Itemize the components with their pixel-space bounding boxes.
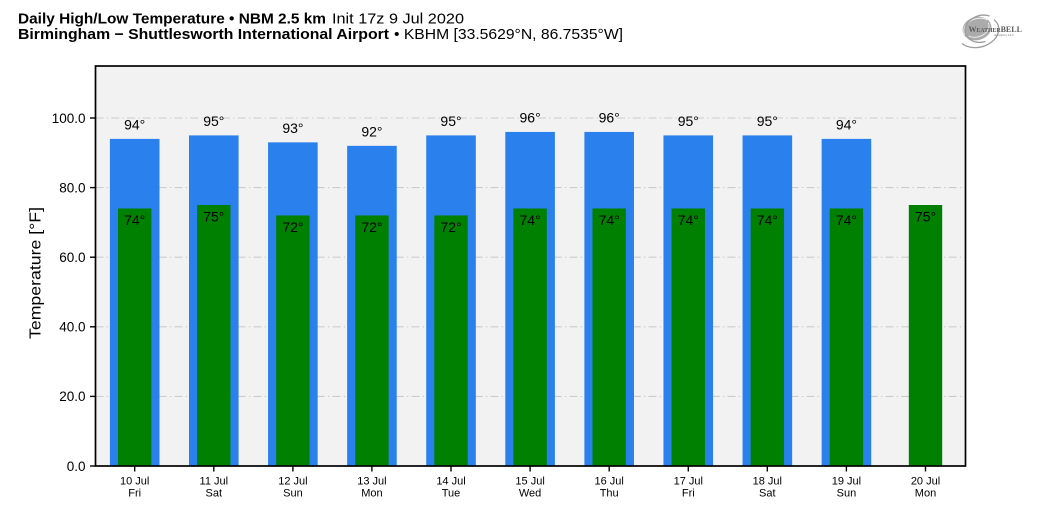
- svg-text:15 Jul: 15 Jul: [515, 476, 544, 488]
- svg-text:74°: 74°: [836, 212, 857, 228]
- svg-text:96°: 96°: [520, 109, 541, 125]
- svg-text:18 Jul: 18 Jul: [753, 476, 782, 488]
- svg-text:Fri: Fri: [682, 487, 695, 499]
- svg-text:74°: 74°: [124, 212, 145, 228]
- svg-text:74°: 74°: [757, 212, 778, 228]
- svg-text:Sun: Sun: [837, 487, 857, 499]
- svg-text:WEATHERBELL: WEATHERBELL: [969, 25, 1022, 34]
- svg-text:14 Jul: 14 Jul: [436, 476, 465, 488]
- svg-text:11 Jul: 11 Jul: [200, 476, 229, 488]
- svg-text:Init 17z 9 Jul 2020: Init 17z 9 Jul 2020: [332, 11, 464, 28]
- svg-text:Sun: Sun: [283, 487, 303, 499]
- svg-text:Tue: Tue: [442, 487, 461, 499]
- svg-text:72°: 72°: [440, 219, 461, 235]
- svg-text:75°: 75°: [915, 208, 936, 224]
- svg-text:20 Jul: 20 Jul: [911, 476, 940, 488]
- svg-text:Fri: Fri: [128, 487, 141, 499]
- svg-text:96°: 96°: [599, 109, 620, 125]
- svg-text:100.0: 100.0: [52, 111, 86, 126]
- svg-text:Sat: Sat: [206, 487, 223, 499]
- svg-text:• KBHM [33.5629°N, 86.7535°W]: • KBHM [33.5629°N, 86.7535°W]: [394, 26, 623, 43]
- svg-text:80.0: 80.0: [59, 180, 85, 195]
- svg-text:Thu: Thu: [600, 487, 619, 499]
- svg-text:17 Jul: 17 Jul: [674, 476, 703, 488]
- svg-text:60.0: 60.0: [59, 250, 85, 265]
- svg-text:72°: 72°: [361, 219, 382, 235]
- svg-text:Wed: Wed: [519, 487, 541, 499]
- svg-text:74°: 74°: [520, 212, 541, 228]
- svg-text:0.0: 0.0: [67, 459, 86, 474]
- svg-text:Sat: Sat: [759, 487, 776, 499]
- svg-text:92°: 92°: [361, 123, 382, 139]
- svg-text:16 Jul: 16 Jul: [595, 476, 624, 488]
- svg-text:Temperature [°F]: Temperature [°F]: [28, 207, 45, 339]
- svg-text:Analytics LLC: Analytics LLC: [994, 33, 1015, 37]
- svg-text:Daily High/Low Temperature • N: Daily High/Low Temperature • NBM 2.5 km: [18, 11, 326, 28]
- svg-text:20.0: 20.0: [59, 389, 85, 404]
- svg-text:13 Jul: 13 Jul: [357, 476, 386, 488]
- svg-text:94°: 94°: [836, 116, 857, 132]
- svg-text:12 Jul: 12 Jul: [278, 476, 307, 488]
- svg-text:40.0: 40.0: [59, 320, 85, 335]
- svg-text:93°: 93°: [282, 120, 303, 136]
- svg-text:95°: 95°: [440, 113, 461, 129]
- svg-text:Mon: Mon: [361, 487, 382, 499]
- svg-text:95°: 95°: [757, 113, 778, 129]
- svg-text:95°: 95°: [203, 113, 224, 129]
- svg-text:75°: 75°: [203, 208, 224, 224]
- svg-text:Mon: Mon: [915, 487, 936, 499]
- svg-text:19 Jul: 19 Jul: [832, 476, 861, 488]
- svg-text:72°: 72°: [282, 219, 303, 235]
- svg-text:10 Jul: 10 Jul: [120, 476, 149, 488]
- svg-text:95°: 95°: [678, 113, 699, 129]
- svg-text:94°: 94°: [124, 116, 145, 132]
- svg-text:74°: 74°: [678, 212, 699, 228]
- svg-text:Birmingham − Shuttlesworth Int: Birmingham − Shuttlesworth International…: [18, 26, 389, 43]
- svg-text:74°: 74°: [599, 212, 620, 228]
